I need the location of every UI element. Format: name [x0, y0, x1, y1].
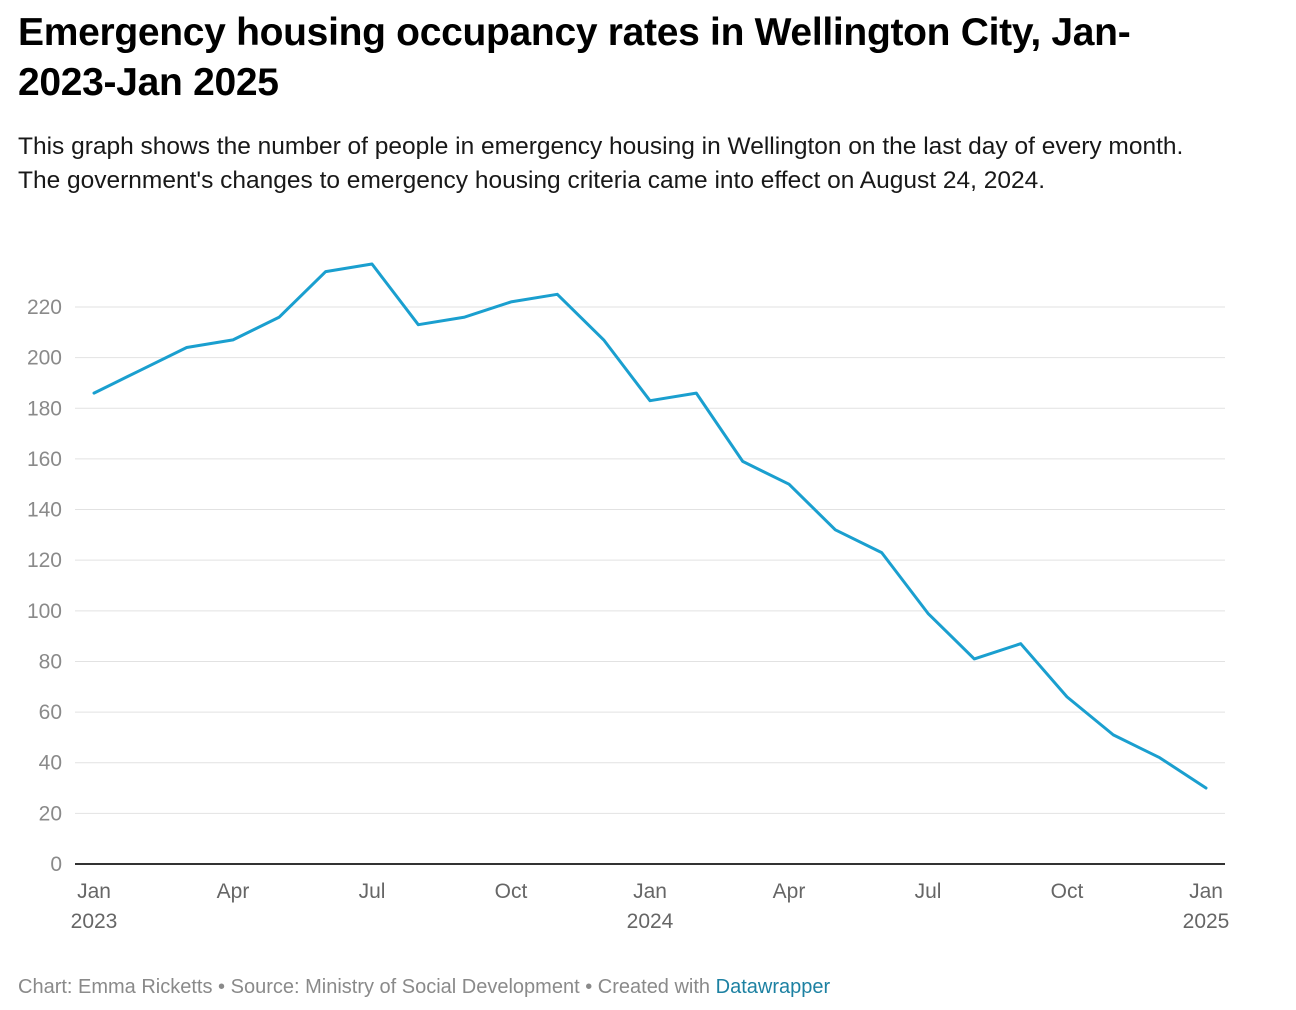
y-tick-label: 140: [27, 499, 62, 522]
separator: •: [579, 976, 598, 998]
y-tick-label: 40: [39, 752, 62, 775]
x-tick-label: Oct: [495, 880, 528, 903]
x-tick-label: Apr: [773, 880, 806, 903]
chart-title: Emergency housing occupancy rates in Wel…: [18, 11, 1131, 104]
x-tick-label: Jul: [359, 880, 386, 903]
chart-footer: Chart: Emma Ricketts • Source: Ministry …: [18, 976, 830, 999]
x-tick-year: 2024: [627, 910, 674, 933]
x-tick-year: 2025: [1183, 910, 1230, 933]
y-tick-label: 180: [27, 397, 62, 420]
x-tick-label: Oct: [1051, 880, 1084, 903]
source: Source: Ministry of Social Development: [230, 976, 580, 998]
y-tick-label: 200: [27, 347, 62, 370]
x-tick-label: Apr: [217, 880, 250, 903]
chart-subtitle: This graph shows the number of people in…: [18, 133, 1184, 194]
y-tick-label: 100: [27, 600, 62, 623]
y-tick-label: 20: [39, 802, 62, 825]
created-with: Created with: [597, 976, 716, 998]
series-line: [92, 262, 1208, 790]
x-tick-year: 2023: [71, 910, 118, 933]
y-tick-label: 80: [39, 650, 62, 673]
y-tick-label: 60: [39, 701, 62, 724]
line-chart: 0 20 40 60 80 100 120 140 160 180 200 220 Jan 2023 Apr…: [27, 262, 1230, 933]
datawrapper-link[interactable]: Datawrapper: [715, 976, 831, 998]
y-tick-label: 220: [27, 296, 62, 319]
separator: •: [212, 976, 231, 998]
x-tick-label: Jan: [633, 880, 667, 903]
y-tick-label: 120: [27, 549, 62, 572]
x-tick-label: Jul: [915, 880, 942, 903]
y-tick-label: 0: [50, 853, 62, 876]
credit: Chart: Emma Ricketts: [18, 976, 213, 998]
y-tick-label: 160: [27, 448, 62, 471]
x-tick-label: Jan: [1189, 880, 1223, 903]
x-tick-label: Jan: [77, 880, 111, 903]
